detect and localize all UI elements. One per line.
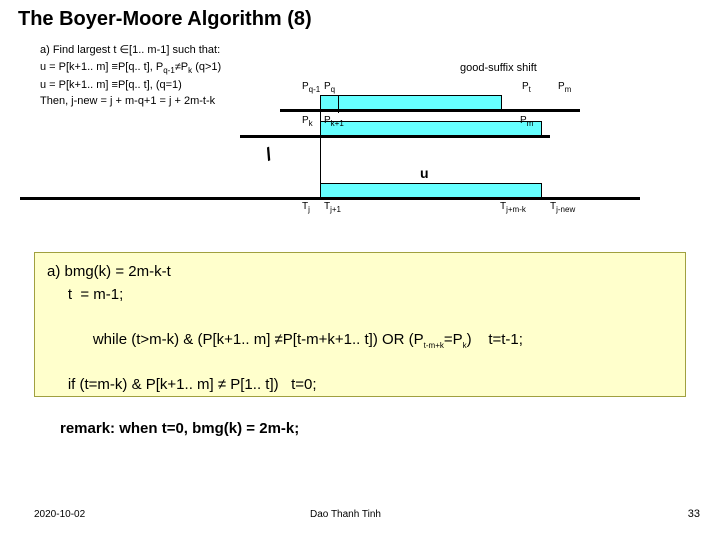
label-pq1: Pq-1: [302, 81, 320, 94]
algo-line-4: if (t=m-k) & P[k+1.. m] ≠ P[1.. t]) t=0;: [47, 374, 673, 397]
description-block: a) Find largest t ∈[1.. m-1] such that: …: [40, 42, 221, 110]
bottom-hbar: [20, 197, 640, 200]
diagram: Pq-1 Pq Pt Pm Pk Pk+1 Pm // u Tj Tj+1 Tj…: [300, 85, 640, 205]
algo-line-3: while (t>m-k) & (P[k+1.. m] ≠P[t-m+k+1..…: [47, 306, 673, 374]
label-pk: Pk: [302, 115, 313, 128]
mid-hbar: [240, 135, 550, 138]
slide-title: The Boyer-Moore Algorithm (8): [18, 8, 312, 31]
vline-q: [338, 95, 339, 113]
desc-line-3: u = P[k+1.. m] ≡P[q.. t], (q=1): [40, 77, 221, 94]
page-number: 33: [688, 508, 700, 520]
desc-line-1: a) Find largest t ∈[1.. m-1] such that:: [40, 42, 221, 59]
date-footer: 2020-10-02: [34, 509, 85, 520]
remark: remark: when t=0, bmg(k) = 2m-k;: [60, 420, 299, 437]
algo-line-1: a) bmg(k) = 2m-k-t: [47, 261, 673, 284]
label-pm-mid: Pm: [520, 115, 533, 128]
author-footer: Dao Thanh Tinh: [310, 509, 381, 520]
label-pm-top: Pm: [558, 81, 571, 94]
label-tjnew: Tj-new: [550, 201, 575, 214]
break-marks: //: [262, 145, 271, 165]
label-tj: Tj: [302, 201, 310, 214]
label-tjmk: Tj+m-k: [500, 201, 526, 214]
top-hbar: [280, 109, 580, 112]
label-pk1: Pk+1: [324, 115, 344, 128]
desc-line-2: u = P[k+1.. m] ≡P[q.. t], Pq-1≠Pk (q>1): [40, 59, 221, 77]
label-pq: Pq: [324, 81, 335, 94]
u-label: u: [420, 165, 429, 181]
algo-line-2: t = m-1;: [47, 284, 673, 307]
label-pt: Pt: [522, 81, 531, 94]
algorithm-box: a) bmg(k) = 2m-k-t t = m-1; while (t>m-k…: [34, 252, 686, 397]
desc-line-4: Then, j-new = j + m-q+1 = j + 2m-t-k: [40, 93, 221, 110]
good-suffix-label: good-suffix shift: [460, 62, 537, 74]
label-tj1: Tj+1: [324, 201, 341, 214]
